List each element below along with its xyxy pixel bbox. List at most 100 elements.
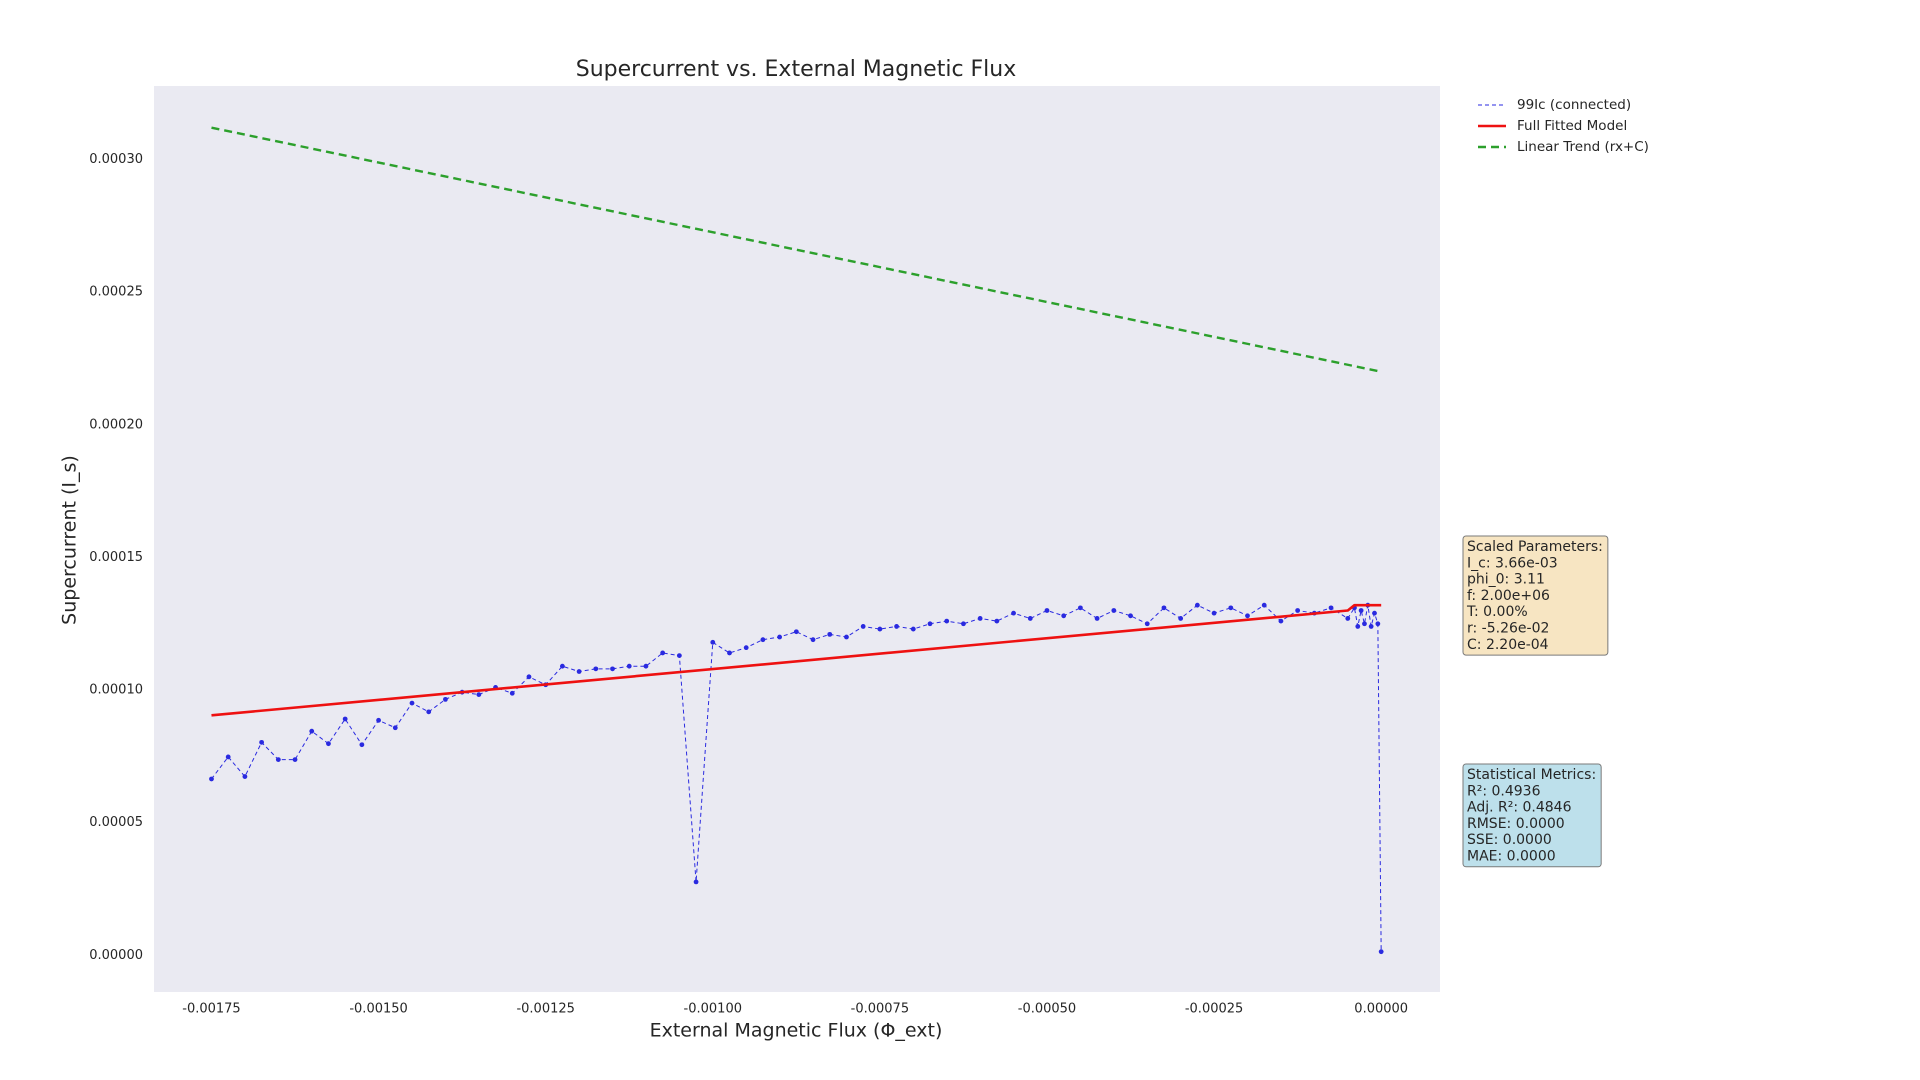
data-point (1061, 613, 1067, 619)
x-tick-label: -0.00025 (1185, 1002, 1243, 1017)
y-axis-label: Supercurrent (I_s) (59, 455, 81, 625)
data-point (292, 757, 298, 762)
data-point (509, 690, 515, 696)
x-tick-label: -0.00175 (182, 1002, 240, 1017)
data-point (1211, 610, 1217, 616)
data-point (1027, 616, 1033, 621)
annotation-line: r: -5.26e-02 (1467, 621, 1549, 637)
data-point (961, 621, 966, 627)
annotation-line: R²: 0.4936 (1467, 783, 1541, 799)
data-point (1362, 621, 1367, 627)
data-point (1161, 605, 1167, 611)
y-tick-label: 0.00010 (89, 683, 143, 698)
y-tick-label: 0.00005 (89, 815, 143, 830)
data-point (977, 616, 983, 621)
x-tick-label: 0.00000 (1354, 1002, 1408, 1017)
data-point (676, 653, 682, 658)
series-line (211, 604, 1382, 952)
data-point (593, 666, 599, 672)
annotation-background (1462, 763, 1602, 868)
x-tick-label: -0.00100 (684, 1002, 742, 1017)
data-point (1278, 618, 1284, 624)
data-point (760, 637, 766, 643)
annotation-background (1462, 535, 1609, 656)
data-point (1078, 605, 1083, 611)
data-point (1245, 613, 1250, 619)
data-point (1295, 608, 1301, 613)
data-point (476, 692, 482, 697)
series-line (211, 603, 1382, 717)
y-tick-label: 0.00000 (89, 948, 143, 963)
annotation-line: RMSE: 0.0000 (1467, 816, 1565, 832)
data-point (927, 621, 933, 627)
data-point (326, 741, 331, 747)
data-point (1355, 624, 1361, 629)
data-point (359, 742, 365, 748)
y-tick-label: 0.00015 (89, 550, 143, 565)
legend-label: 99Ic (connected) (1517, 97, 1631, 113)
y-tick-label: 0.00030 (89, 152, 143, 167)
annotation-line: T: 0.00% (1466, 604, 1528, 620)
data-point (576, 669, 582, 674)
legend-label: Linear Trend (rx+C) (1517, 139, 1649, 155)
data-point (426, 709, 432, 715)
data-point (1094, 616, 1100, 621)
data-point (777, 634, 783, 640)
annotation-line: Statistical Metrics: (1467, 767, 1596, 783)
data-point (860, 624, 866, 629)
data-point (342, 716, 348, 722)
data-point (1044, 608, 1050, 613)
data-point (559, 663, 565, 669)
data-point (225, 754, 231, 760)
data-point (1378, 949, 1384, 955)
data-point (1358, 608, 1364, 613)
data-point (643, 663, 649, 669)
data-point (626, 663, 632, 669)
data-point (1194, 602, 1200, 608)
x-axis-label: External Magnetic Flux (Φ_ext) (650, 1020, 943, 1042)
x-tick-label: -0.00075 (851, 1002, 909, 1017)
data-point (526, 674, 532, 680)
chart-title: Supercurrent vs. External Magnetic Flux (576, 57, 1017, 82)
y-tick-label: 0.00025 (89, 285, 143, 300)
x-tick-label: -0.00125 (516, 1002, 574, 1017)
data-point (693, 879, 699, 885)
data-point (793, 629, 799, 635)
data-point (1328, 605, 1334, 611)
data-point (994, 618, 1000, 624)
data-point (660, 650, 666, 656)
data-point (392, 725, 398, 731)
annotation-line: MAE: 0.0000 (1467, 849, 1556, 865)
annotation-line: C: 2.20e-04 (1467, 637, 1549, 653)
x-tick-label: -0.00150 (349, 1002, 407, 1017)
data-point (894, 624, 899, 629)
data-point (1011, 610, 1016, 616)
annotation-line: f: 2.00e+06 (1467, 588, 1550, 604)
plot-area (154, 86, 1440, 992)
data-point (844, 634, 849, 640)
data-point (610, 666, 615, 672)
data-point (209, 776, 214, 782)
annotation-line: Adj. R²: 0.4846 (1467, 800, 1572, 816)
data-point (1111, 608, 1117, 613)
data-point (877, 626, 883, 632)
data-point (827, 631, 833, 637)
data-point (710, 639, 716, 645)
annotation-line: Scaled Parameters: (1467, 539, 1603, 555)
data-point (242, 774, 248, 779)
data-point (259, 739, 265, 745)
data-point (743, 645, 749, 651)
data-point (443, 696, 448, 702)
data-point (910, 626, 916, 632)
x-tick-label: -0.00050 (1018, 1002, 1076, 1017)
data-point (376, 717, 381, 723)
data-point (1345, 616, 1351, 621)
y-tick-label: 0.00020 (89, 417, 143, 432)
data-point (727, 650, 732, 656)
data-point (1372, 610, 1377, 616)
legend-label: Full Fitted Model (1517, 118, 1627, 134)
series-line (211, 126, 1382, 373)
